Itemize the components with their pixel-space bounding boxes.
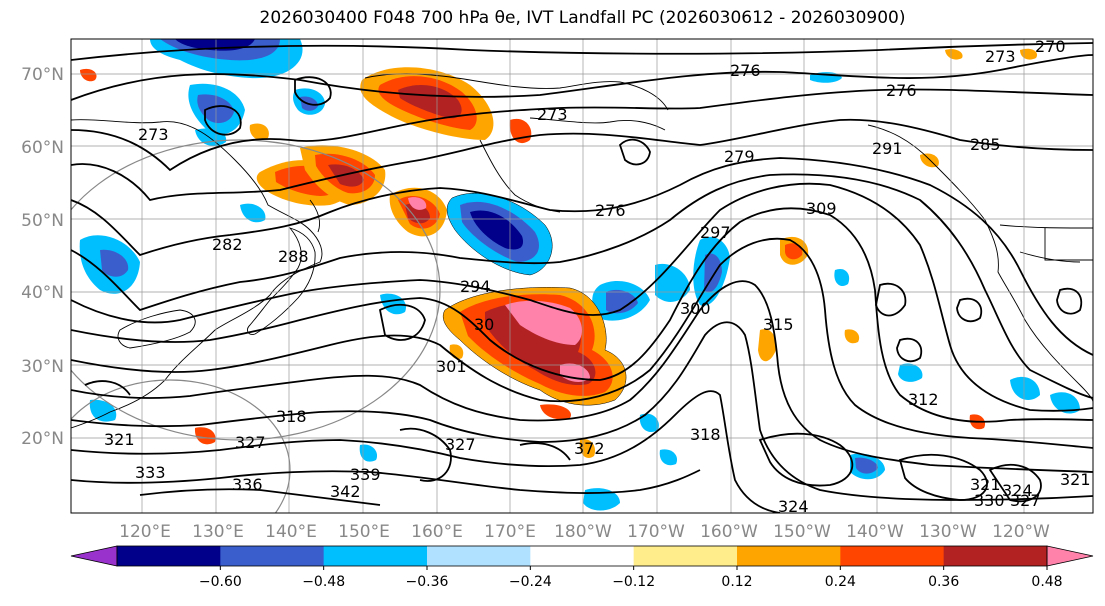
svg-text:282: 282 (212, 235, 243, 254)
svg-text:327: 327 (235, 433, 266, 452)
colorbar-segment (633, 546, 738, 566)
map-title: 2026030400 F048 700 hPa θe, IVT Landfall… (259, 8, 906, 28)
svg-text:318: 318 (276, 407, 307, 426)
svg-text:279: 279 (724, 147, 755, 166)
svg-text:324: 324 (778, 497, 809, 516)
svg-text:300: 300 (680, 299, 711, 318)
svg-text:333: 333 (135, 463, 166, 482)
lat-label: 60°N (21, 138, 64, 158)
lon-label: 120°W (992, 522, 1050, 542)
colorbar-tick-label: −0.36 (406, 574, 449, 590)
svg-text:318: 318 (690, 425, 721, 444)
svg-text:327: 327 (445, 435, 476, 454)
svg-text:324: 324 (1002, 481, 1033, 500)
svg-text:294: 294 (460, 277, 491, 296)
svg-text:273: 273 (138, 125, 169, 144)
lat-label: 40°N (21, 283, 64, 303)
svg-text:297: 297 (700, 223, 731, 242)
lon-label: 150°W (773, 522, 831, 542)
colorbar-segment (323, 546, 428, 566)
lon-label: 140°E (265, 522, 317, 542)
colorbar-segment (943, 546, 1048, 566)
svg-text:330: 330 (974, 491, 1005, 510)
colorbar-tick-label: −0.48 (302, 574, 345, 590)
svg-text:372: 372 (574, 439, 605, 458)
lat-label: 50°N (21, 211, 64, 231)
lat-label: 30°N (21, 357, 64, 377)
svg-text:30: 30 (474, 315, 494, 334)
svg-text:273: 273 (537, 105, 568, 124)
colorbar-tick-label: −0.12 (612, 574, 655, 590)
lon-label: 130°E (192, 522, 244, 542)
svg-text:276: 276 (730, 61, 761, 80)
lon-label: 160°W (700, 522, 758, 542)
svg-text:312: 312 (908, 390, 939, 409)
svg-text:321: 321 (970, 475, 1001, 494)
svg-text:301: 301 (436, 357, 467, 376)
colorbar-segment (840, 546, 945, 566)
svg-text:270: 270 (1035, 37, 1066, 56)
colorbar-tick-label: 0.12 (721, 574, 752, 590)
lon-label: 130°W (919, 522, 977, 542)
lon-label: 120°E (119, 522, 171, 542)
svg-text:276: 276 (886, 81, 917, 100)
svg-text:339: 339 (350, 465, 381, 484)
svg-text:336: 336 (232, 475, 263, 494)
latitude-labels: 70°N 60°N 50°N 40°N 30°N 20°N (21, 65, 64, 449)
colorbar-segment (737, 546, 841, 566)
colorbar-tick-label: 0.24 (825, 574, 856, 590)
shading-outlines (442, 192, 627, 406)
map-frame (70, 38, 1094, 514)
colorbar-segment (530, 546, 635, 566)
colorbar-tick-label: 0.36 (928, 574, 959, 590)
lon-label: 150°E (338, 522, 390, 542)
theta-e-contours (71, 42, 1093, 513)
colorbar-extend-min (70, 545, 118, 567)
ivt-shading (79, 39, 1080, 511)
lon-label: 170°E (484, 522, 536, 542)
lat-label: 20°N (21, 429, 64, 449)
colorbar-tick-label: −0.24 (509, 574, 552, 590)
longitude-labels: 120°E 130°E 140°E 150°E 160°E 170°E 180°… (119, 522, 1050, 542)
colorbar-segment (427, 546, 531, 566)
svg-text:315: 315 (763, 315, 794, 334)
colorbar-tick-label: −0.60 (199, 574, 242, 590)
svg-text:321: 321 (104, 430, 135, 449)
svg-text:285: 285 (970, 135, 1001, 154)
colorbar-tick-label: 0.48 (1031, 574, 1062, 590)
colorbar-extend-max (1046, 545, 1094, 567)
svg-text:291: 291 (872, 139, 903, 158)
lat-label: 70°N (21, 65, 64, 85)
colorbar-segment (117, 546, 221, 566)
lon-label: 160°E (411, 522, 463, 542)
lon-label: 170°W (627, 522, 685, 542)
colorbar-segment (220, 546, 325, 566)
lon-label: 180°W (554, 522, 612, 542)
lon-label: 140°W (846, 522, 904, 542)
svg-text:309: 309 (806, 199, 837, 218)
svg-text:288: 288 (278, 247, 309, 266)
svg-text:327: 327 (1010, 491, 1041, 510)
svg-text:273: 273 (985, 47, 1016, 66)
contour-labels: 276 276 273 273 270 273 279 291 285 276 … (104, 37, 1091, 516)
svg-text:342: 342 (330, 482, 361, 501)
svg-text:276: 276 (595, 201, 626, 220)
colorbar: −0.60 −0.48 −0.36 −0.24 −0.12 0.12 0.24 0.36 0.4… (70, 545, 1094, 590)
svg-text:321: 321 (1060, 470, 1091, 489)
range-rings (71, 139, 441, 513)
